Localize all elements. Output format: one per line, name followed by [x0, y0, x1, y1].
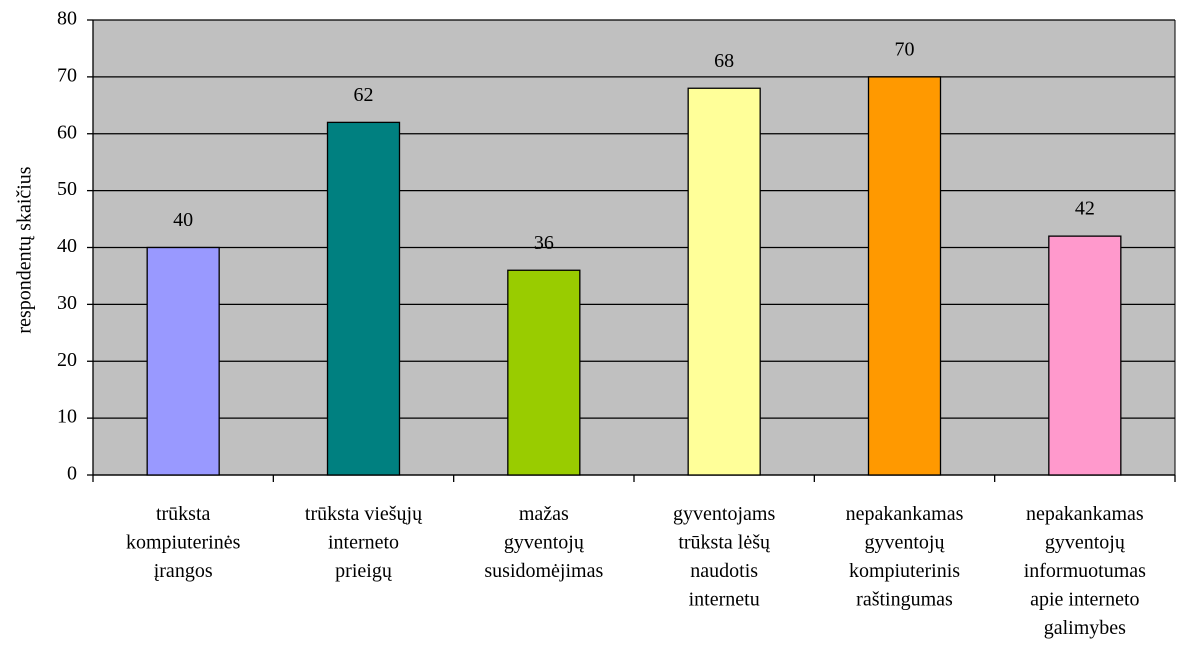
x-tick-label: trūksta viešųjų interneto prieigų: [305, 503, 423, 582]
value-label: 62: [354, 84, 374, 106]
value-label: 36: [534, 232, 554, 254]
x-tick-label: nepakankamas gyventojų informuotumas apie i…: [1024, 503, 1146, 639]
y-tick-label: 0: [67, 463, 77, 485]
x-tick-label: gyventojams trūksta lėšų naudotis internetu: [673, 503, 775, 611]
y-tick-label: 70: [57, 64, 77, 86]
value-label: 68: [714, 50, 734, 72]
y-tick-label: 80: [57, 8, 77, 30]
value-label: 42: [1075, 198, 1095, 220]
y-tick-label: 40: [57, 235, 77, 257]
bar: [507, 269, 581, 476]
y-tick-label: 20: [57, 349, 77, 371]
bar: [326, 121, 401, 476]
bar: [1048, 235, 1122, 476]
value-label: 40: [173, 209, 193, 231]
bar: [146, 246, 220, 476]
value-label: 70: [895, 38, 915, 60]
y-tick-label: 60: [57, 121, 77, 143]
y-tick-label: 50: [57, 178, 77, 200]
y-axis-label: respondentų skaičius: [14, 166, 36, 333]
x-tick-label: trūksta kompiuterinės įrangos: [126, 503, 241, 582]
x-tick-label: nepakankamas gyventojų kompiuterinis raštin…: [846, 503, 964, 611]
x-tick-label: mažas gyventojų susidomėjimas: [484, 503, 603, 582]
bar: [687, 87, 761, 476]
bar: [867, 76, 942, 476]
y-tick-label: 10: [57, 406, 77, 428]
y-tick-label: 30: [57, 292, 77, 314]
